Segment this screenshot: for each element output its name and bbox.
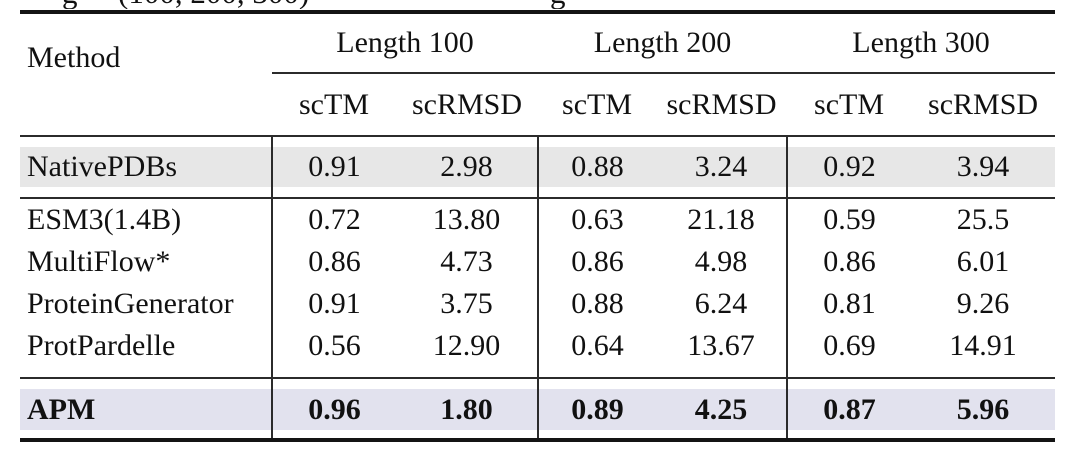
- spacer-row: [20, 187, 1056, 199]
- spacer-row: [20, 136, 1056, 147]
- value-cell: 21.18: [687, 203, 755, 236]
- value-cell: 6.24: [694, 287, 748, 320]
- value-cell: 5.96: [911, 389, 1056, 430]
- value-cell: 2.98: [396, 147, 539, 187]
- value-cell: 4.25: [656, 389, 788, 430]
- metric-header-sctm: scTM: [538, 73, 657, 137]
- value-cell: 12.90: [432, 329, 501, 362]
- value-cell: 0.86: [271, 241, 396, 283]
- method-cell: ProteinGenerator: [27, 287, 234, 320]
- value-cell: 0.91: [271, 283, 396, 325]
- table-row-apm: APM 0.96 1.80 0.89 4.25 0.87 5.96: [20, 389, 1056, 430]
- group-header-length-300: Length 300: [787, 12, 1056, 74]
- caption-fragment-text: (100, 200, 300): [118, 0, 309, 9]
- method-cell: ProtPardelle: [27, 329, 176, 362]
- value-cell: 9.26: [956, 287, 1010, 320]
- method-cell: MultiFlow*: [27, 245, 171, 278]
- caption-fragment-text: g: [550, 0, 566, 9]
- value-cell: 14.91: [949, 329, 1017, 362]
- value-cell: 0.91: [271, 147, 396, 187]
- value-cell: 25.5: [956, 203, 1010, 236]
- method-cell: ESM3(1.4B): [27, 203, 182, 236]
- spacer-row: [20, 367, 1056, 379]
- value-cell: 13.67: [687, 329, 755, 362]
- table-row-multiflow: MultiFlow* 0.86 4.73 0.86 4.98 0.86 6.01: [20, 241, 1055, 283]
- value-cell: 0.92: [786, 147, 912, 187]
- group-header-length-200: Length 200: [538, 12, 788, 74]
- value-cell: 3.75: [440, 287, 493, 320]
- value-cell: 1.80: [396, 389, 539, 430]
- results-table: Method Length 100 Length 200 Length 300 …: [20, 10, 1056, 442]
- value-cell: 0.64: [537, 325, 657, 367]
- value-cell: 3.24: [656, 147, 788, 187]
- value-cell: 0.72: [271, 198, 396, 241]
- value-cell: 0.86: [786, 241, 912, 283]
- value-cell: 4.73: [440, 245, 493, 278]
- spacer-row: [20, 378, 1056, 389]
- value-cell: 0.87: [786, 389, 912, 430]
- table-row-nativepdbs: NativePDBs 0.91 2.98 0.88 3.24 0.92 3.94: [20, 147, 1056, 187]
- metric-header-sctm: scTM: [787, 73, 912, 137]
- value-cell: 0.86: [537, 241, 657, 283]
- column-header-method: Method: [20, 12, 272, 137]
- value-cell: 0.56: [271, 325, 396, 367]
- table-row-protpardelle: ProtPardelle 0.56 12.90 0.64 13.67 0.69 …: [20, 325, 1055, 367]
- value-cell: 0.81: [786, 283, 912, 325]
- value-cell: 0.96: [271, 389, 396, 430]
- value-cell: 0.59: [786, 198, 912, 241]
- metric-header-scrmsd: scRMSD: [656, 73, 788, 137]
- group-header-length-100: Length 100: [272, 12, 539, 74]
- value-cell: 6.01: [956, 245, 1010, 278]
- value-cell: 0.88: [537, 147, 657, 187]
- metric-header-scrmsd: scRMSD: [911, 73, 1056, 137]
- caption-fragment-text: g: [62, 0, 78, 9]
- metric-header-sctm: scTM: [272, 73, 396, 137]
- spacer-row: [20, 430, 1056, 440]
- value-cell: 3.94: [911, 147, 1056, 187]
- table-row-proteingenerator: ProteinGenerator 0.91 3.75 0.88 6.24 0.8…: [20, 283, 1055, 325]
- value-cell: 0.69: [786, 325, 912, 367]
- value-cell: 0.89: [537, 389, 657, 430]
- table-row-esm3: ESM3(1.4B) 0.72 13.80 0.63 21.18 0.59 25…: [20, 198, 1055, 241]
- value-cell: 0.88: [537, 283, 657, 325]
- caption-fragment: g (100, 200, 300) g: [0, 0, 1080, 9]
- value-cell: 4.98: [694, 245, 748, 278]
- value-cell: 13.80: [432, 203, 501, 236]
- value-cell: 0.63: [537, 198, 657, 241]
- metric-header-scrmsd: scRMSD: [396, 73, 539, 137]
- method-cell: NativePDBs: [20, 147, 272, 187]
- method-cell: APM: [20, 389, 272, 430]
